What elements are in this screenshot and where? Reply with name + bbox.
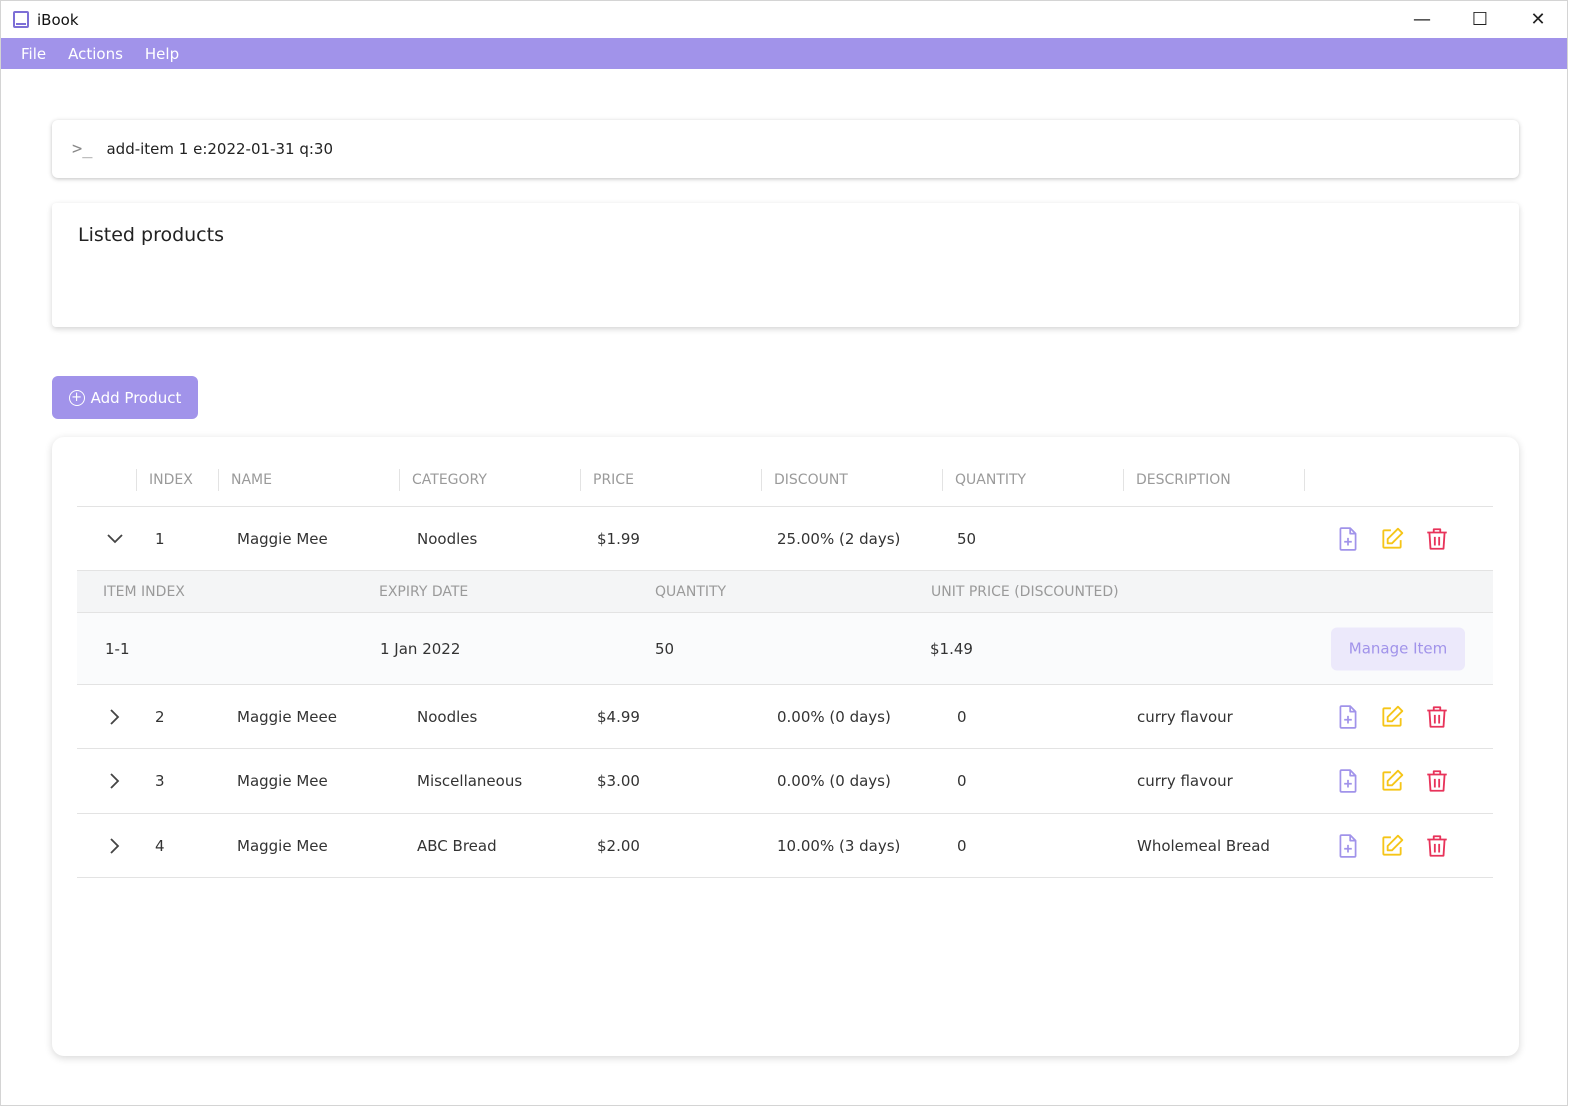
minimize-button[interactable]: — [1413, 9, 1431, 30]
cell-price: $1.99 [597, 529, 640, 548]
cell-description: curry flavour [1137, 707, 1233, 726]
cell-name: Maggie Mee [237, 772, 328, 790]
add-item-icon[interactable] [1335, 833, 1361, 859]
header-index: INDEX [136, 469, 218, 491]
item-row: 1-1 1 Jan 2022 50 $1.49 Manage Item [77, 613, 1493, 685]
add-item-icon[interactable] [1335, 768, 1361, 794]
header-price: PRICE [580, 469, 761, 491]
delete-icon[interactable] [1424, 704, 1450, 730]
menu-actions[interactable]: Actions [68, 44, 123, 63]
cell-quantity: 0 [957, 707, 967, 726]
subheader-item-index: ITEM INDEX [103, 583, 185, 600]
menu-file[interactable]: File [21, 44, 47, 63]
plus-circle-icon: + [68, 389, 85, 406]
command-input[interactable] [106, 140, 1407, 158]
cell-price: $2.00 [597, 836, 640, 855]
edit-icon[interactable] [1379, 704, 1405, 730]
window-controls: — ☐ ✕ [1393, 1, 1567, 38]
delete-icon[interactable] [1424, 833, 1450, 859]
add-item-icon[interactable] [1335, 704, 1361, 730]
cell-name: Maggie Mee [237, 529, 328, 548]
cell-discount: 0.00% (0 days) [777, 772, 891, 790]
add-product-button[interactable]: + Add Product [52, 376, 198, 419]
table-header: INDEX NAME CATEGORY PRICE DISCOUNT QUANT… [77, 465, 1493, 507]
item-index: 1-1 [105, 639, 130, 658]
cell-discount: 0.00% (0 days) [777, 707, 891, 726]
chevron-right-icon[interactable] [103, 834, 127, 858]
item-quantity: 50 [655, 639, 675, 658]
subheader-unit-price: UNIT PRICE (DISCOUNTED) [931, 583, 1119, 600]
header-name: NAME [218, 469, 399, 491]
cell-category: Noodles [417, 707, 478, 726]
title-bar: iBook — ☐ ✕ [1, 1, 1567, 38]
edit-icon[interactable] [1379, 526, 1405, 552]
book-icon [13, 11, 29, 28]
chevron-right-icon[interactable] [103, 705, 127, 729]
cell-quantity: 0 [957, 836, 967, 855]
item-unit-price: $1.49 [930, 639, 973, 658]
add-product-label: Add Product [90, 388, 182, 407]
table-row[interactable]: 1 Maggie Mee Noodles $1.99 25.00% (2 day… [77, 507, 1493, 571]
chevron-right-icon[interactable] [103, 769, 127, 793]
edit-icon[interactable] [1379, 833, 1405, 859]
cell-description: Wholemeal Bread [1137, 836, 1270, 855]
table-row[interactable]: 4 Maggie Mee ABC Bread $2.00 10.00% (3 d… [77, 814, 1493, 878]
cell-name: Maggie Meee [237, 707, 337, 726]
delete-icon[interactable] [1424, 526, 1450, 552]
delete-icon[interactable] [1424, 768, 1450, 794]
subheader-expiry-date: EXPIRY DATE [379, 583, 469, 600]
cell-category: Noodles [417, 529, 478, 548]
window-title: iBook [37, 10, 79, 29]
cell-quantity: 0 [957, 772, 967, 790]
menu-help[interactable]: Help [144, 44, 180, 63]
cell-name: Maggie Mee [237, 836, 328, 855]
item-subtable-header: ITEM INDEX EXPIRY DATE QUANTITY UNIT PRI… [77, 571, 1493, 613]
header-discount: DISCOUNT [761, 469, 942, 491]
product-table: INDEX NAME CATEGORY PRICE DISCOUNT QUANT… [52, 437, 1519, 1056]
header-category: CATEGORY [399, 469, 580, 491]
terminal-prompt-icon: >_ [72, 139, 93, 159]
table-row[interactable]: 3 Maggie Mee Miscellaneous $3.00 0.00% (… [77, 749, 1493, 814]
add-item-icon[interactable] [1335, 526, 1361, 552]
menu-bar: File Actions Help [1, 38, 1567, 69]
cell-category: Miscellaneous [417, 772, 523, 790]
chevron-down-icon[interactable] [103, 527, 127, 551]
cell-price: $3.00 [597, 772, 640, 790]
header-quantity: QUANTITY [942, 469, 1123, 491]
edit-icon[interactable] [1379, 768, 1405, 794]
table-row[interactable]: 2 Maggie Meee Noodles $4.99 0.00% (0 day… [77, 685, 1493, 749]
cell-category: ABC Bread [417, 836, 497, 855]
cell-description: curry flavour [1137, 772, 1233, 790]
result-display: Listed products [52, 203, 1519, 327]
manage-item-button[interactable]: Manage Item [1331, 627, 1465, 670]
cell-index: 2 [155, 707, 165, 726]
cell-price: $4.99 [597, 707, 640, 726]
cell-quantity: 50 [957, 529, 977, 548]
result-title: Listed products [78, 224, 224, 246]
cell-index: 4 [155, 836, 165, 855]
cell-index: 3 [155, 772, 165, 790]
cell-discount: 25.00% (2 days) [777, 529, 901, 548]
close-button[interactable]: ✕ [1530, 9, 1546, 30]
item-expiry: 1 Jan 2022 [380, 639, 461, 658]
cell-index: 1 [155, 529, 165, 548]
subheader-quantity: QUANTITY [655, 583, 727, 600]
maximize-button[interactable]: ☐ [1471, 9, 1489, 30]
header-description: DESCRIPTION [1123, 469, 1305, 491]
command-box: >_ [52, 120, 1519, 178]
cell-discount: 10.00% (3 days) [777, 836, 901, 855]
